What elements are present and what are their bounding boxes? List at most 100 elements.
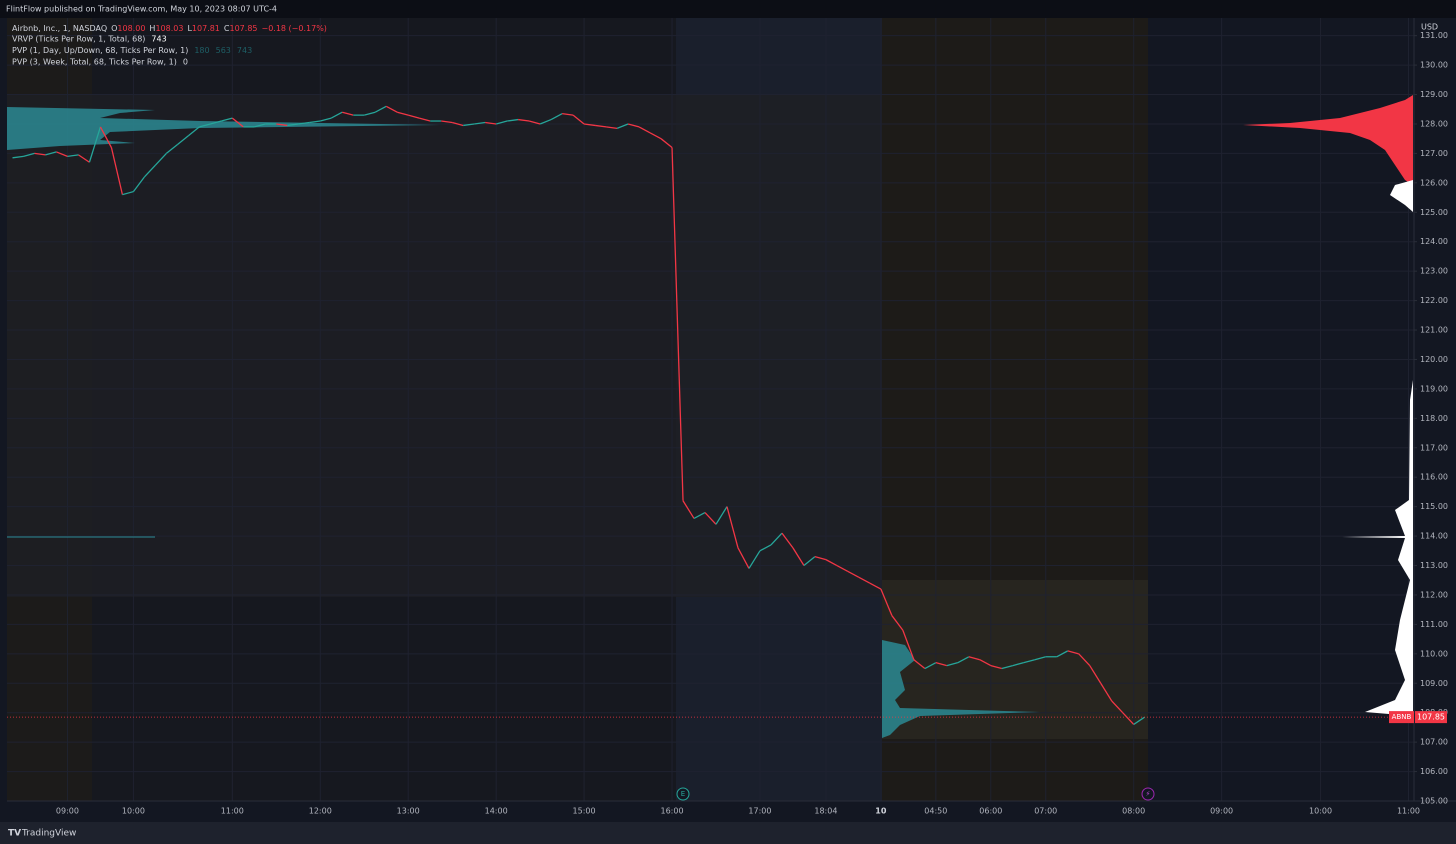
x-tick-label: 11:00 — [221, 807, 244, 816]
indicator-name: PVP (1, Day, Up/Down, 68, Ticks Per Row,… — [12, 46, 188, 55]
price-segment — [605, 126, 618, 130]
price-segment — [419, 117, 431, 122]
ohlc-key: C — [224, 24, 230, 33]
price-segment — [231, 117, 244, 128]
price-segment — [528, 120, 541, 125]
price-segment — [397, 111, 409, 116]
x-tick-label: 04:50 — [924, 807, 947, 816]
y-tick-label: 124.00 — [1420, 237, 1448, 246]
bottom-bar — [0, 822, 1456, 844]
indicator-reading: 180 — [194, 46, 209, 55]
price-segment — [143, 164, 156, 178]
price-segment — [759, 544, 772, 552]
price-segment — [67, 154, 79, 157]
ohlc-value: 107.85 — [230, 24, 258, 33]
y-tick-label: 119.00 — [1420, 384, 1448, 393]
x-tick-label: 17:00 — [748, 807, 771, 816]
price-segment — [825, 559, 838, 567]
price-segment — [518, 118, 530, 122]
ohlc-key: H — [149, 24, 155, 33]
x-tick-label: 18:04 — [814, 807, 837, 816]
price-segment — [1056, 650, 1069, 658]
price-segment — [704, 512, 717, 525]
profile-box — [7, 95, 882, 597]
price-segment — [1100, 682, 1113, 702]
y-tick-label: 114.00 — [1420, 532, 1448, 541]
price-segment — [1023, 659, 1035, 664]
price-segment — [287, 123, 299, 127]
price-segment — [726, 506, 739, 549]
price-segment — [562, 113, 574, 116]
ohlc-key: O — [111, 24, 117, 33]
price-segment — [671, 147, 684, 501]
x-tick-label: 10:00 — [1309, 807, 1332, 816]
y-tick-label: 105.00 — [1420, 797, 1448, 806]
price-segment — [474, 121, 486, 125]
y-tick-label: 110.00 — [1420, 649, 1448, 658]
x-tick-label: 07:00 — [1034, 807, 1057, 816]
price-segment — [1067, 650, 1079, 655]
y-tick-label: 112.00 — [1420, 590, 1448, 599]
price-segment — [364, 111, 376, 116]
price-segment — [1089, 665, 1102, 684]
price-segment — [1078, 653, 1091, 667]
ohlc-value: 108.00 — [117, 24, 145, 33]
price-segment — [298, 121, 310, 125]
price-segment — [199, 123, 211, 128]
top-bar — [0, 0, 1456, 18]
price-segment — [45, 151, 57, 156]
x-tick-label: 09:00 — [56, 807, 79, 816]
price-segment — [1012, 662, 1024, 667]
price-segment — [1111, 700, 1124, 714]
price-segment — [946, 662, 958, 667]
price-segment — [880, 588, 893, 616]
y-tick-label: 106.00 — [1420, 767, 1448, 776]
y-tick-label: 118.00 — [1420, 414, 1448, 423]
ohlc-value: 107.81 — [192, 24, 220, 33]
price-segment — [99, 126, 112, 148]
x-tick-label: 14:00 — [485, 807, 508, 816]
price-segment — [176, 135, 189, 146]
indicator-reading: 563 — [216, 46, 231, 55]
y-tick-label: 125.00 — [1420, 208, 1448, 217]
earnings-icon[interactable] — [676, 787, 690, 801]
price-segment — [803, 556, 816, 567]
price-segment — [1133, 716, 1146, 726]
brand-logo: TV — [8, 829, 21, 839]
price-segment — [836, 564, 849, 572]
price-segment — [924, 662, 937, 670]
price-segment — [154, 152, 167, 166]
x-tick-label: 09:00 — [1210, 807, 1233, 816]
event-icon-label: ⚡ — [1146, 790, 1151, 798]
y-tick-label: 122.00 — [1420, 296, 1448, 305]
price-segment — [374, 105, 387, 113]
price-segment — [935, 662, 948, 667]
price-segment — [649, 132, 662, 140]
price-segment — [858, 576, 871, 584]
indicator-reading: 743 — [151, 34, 166, 43]
indicator-reading: 743 — [237, 46, 252, 55]
ticker-tag-label: ABNB — [1392, 713, 1412, 721]
indicator-name: PVP (3, Week, Total, 68, Ticks Per Row, … — [12, 57, 177, 66]
price-segment — [748, 550, 761, 569]
legend-row: PVP (1, Day, Up/Down, 68, Ticks Per Row,… — [12, 46, 252, 55]
price-segment — [770, 532, 783, 546]
price-segment — [23, 152, 35, 157]
price-segment — [408, 114, 420, 119]
x-tick-label: 13:00 — [397, 807, 420, 816]
y-tick-label: 120.00 — [1420, 355, 1448, 364]
price-segment — [187, 126, 200, 137]
price-segment — [110, 147, 124, 195]
legend-row: Airbnb, Inc., 1, NASDAQ O108.00 H108.03 L10… — [12, 24, 327, 33]
x-tick-label: 15:00 — [573, 807, 596, 816]
price-segment — [221, 117, 233, 122]
price-segment — [990, 664, 1002, 670]
price-segment — [660, 138, 673, 149]
price-segment — [737, 547, 750, 569]
event-icon[interactable] — [1141, 787, 1155, 801]
x-tick-label: 16:00 — [660, 807, 683, 816]
price-segment — [913, 659, 926, 670]
price-segment — [627, 123, 640, 128]
price-segment — [539, 118, 552, 125]
price-segment — [584, 123, 596, 127]
